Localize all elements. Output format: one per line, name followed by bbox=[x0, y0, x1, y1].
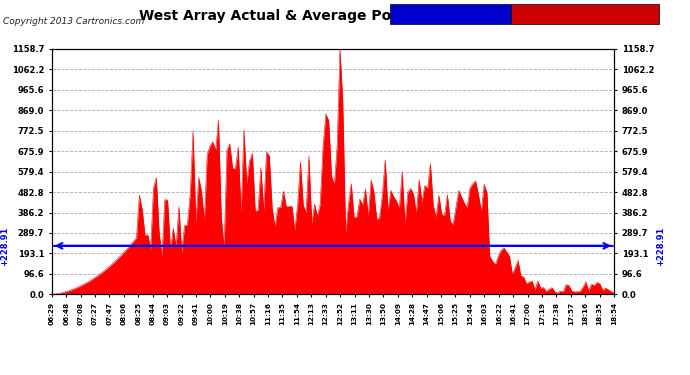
Text: +228.91: +228.91 bbox=[656, 226, 665, 266]
Text: Average  (DC Watts): Average (DC Watts) bbox=[399, 10, 502, 18]
Text: West Array  (DC Watts): West Array (DC Watts) bbox=[526, 10, 644, 18]
Text: +228.91: +228.91 bbox=[1, 226, 10, 266]
Text: Copyright 2013 Cartronics.com: Copyright 2013 Cartronics.com bbox=[3, 17, 145, 26]
Text: West Array Actual & Average Power Fri Apr 12 19:08: West Array Actual & Average Power Fri Ap… bbox=[139, 9, 551, 23]
